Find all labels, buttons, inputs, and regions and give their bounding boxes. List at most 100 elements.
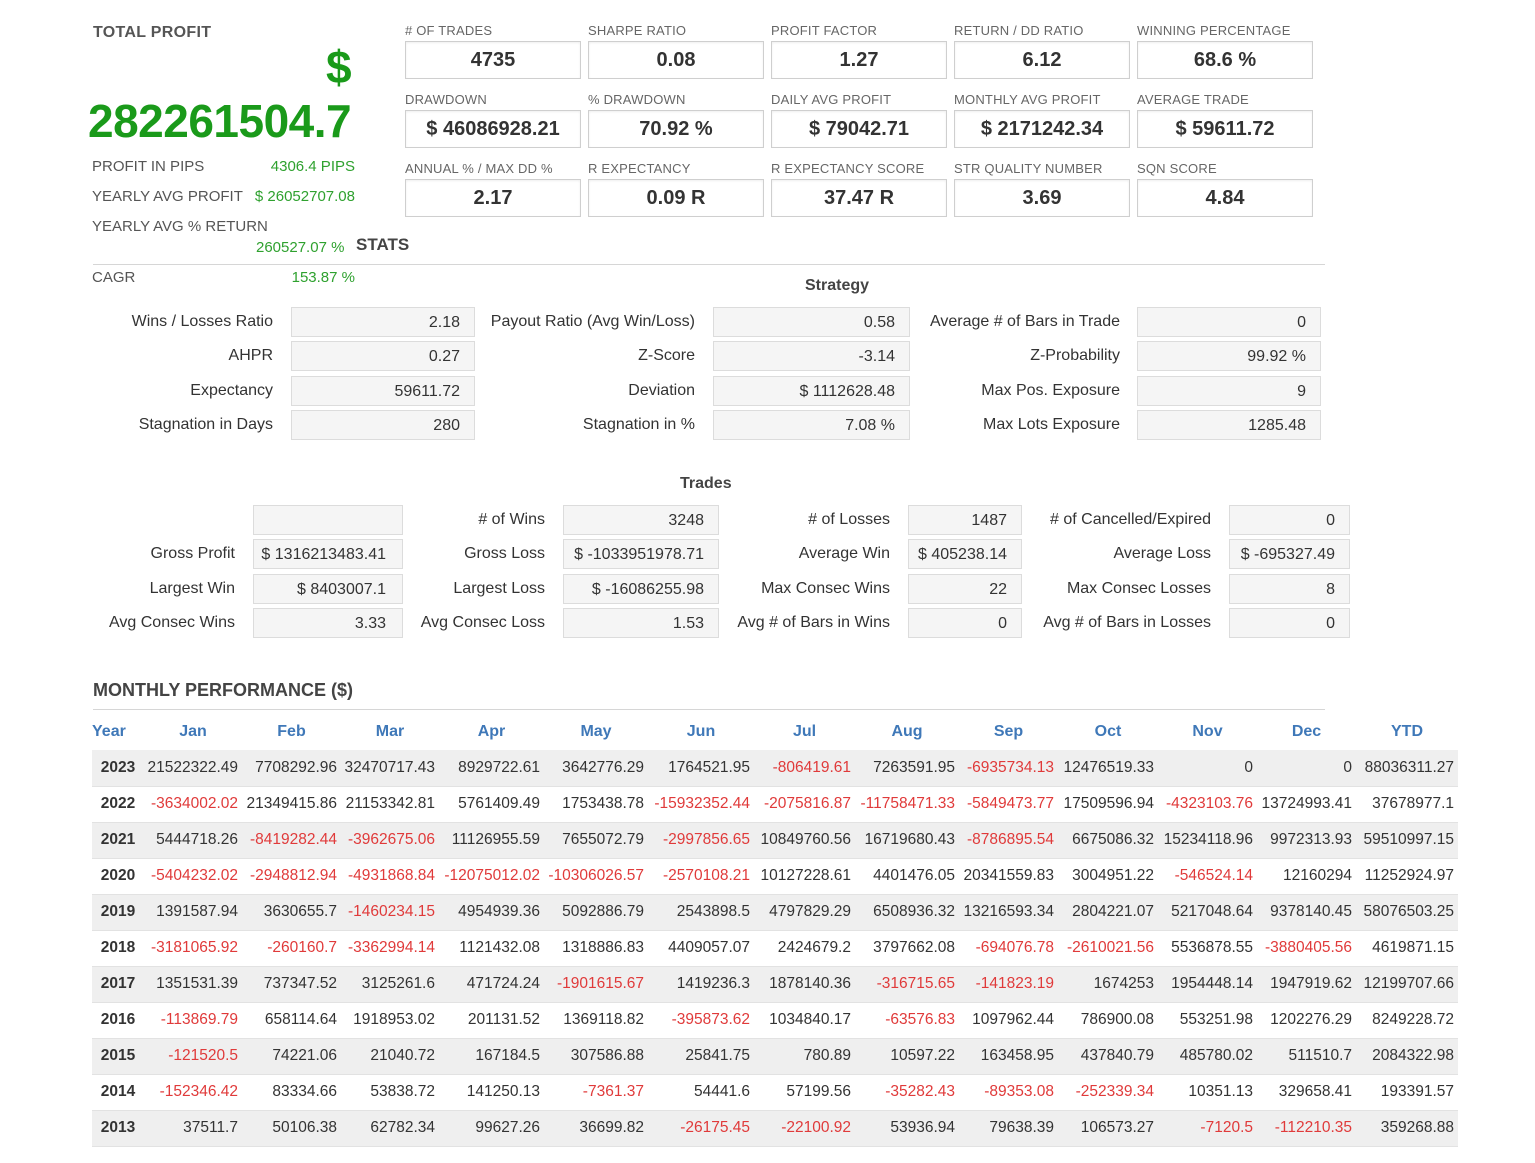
month-cell: 83334.66 bbox=[242, 1074, 341, 1111]
table-row: 2017 1351531.39 737347.52 3125261.6 471724.2… bbox=[92, 966, 1458, 1003]
metric-card: ANNUAL % / MAX DD % 2.17 bbox=[405, 161, 581, 217]
yearly-avg-profit-label: YEARLY AVG PROFIT bbox=[92, 188, 243, 205]
month-cell: 37678977.1 bbox=[1356, 786, 1458, 823]
year-cell: 2018 bbox=[92, 930, 144, 967]
month-cell: 0 bbox=[1257, 750, 1356, 787]
metric-value: $ 2171242.34 bbox=[954, 110, 1130, 148]
month-cell: 10351.13 bbox=[1158, 1074, 1257, 1111]
year-cell: 2016 bbox=[92, 1002, 144, 1039]
month-cell: 1753438.78 bbox=[544, 786, 648, 823]
metric-value: $ 59611.72 bbox=[1137, 110, 1313, 148]
month-cell: -7120.5 bbox=[1158, 1110, 1257, 1147]
trades-label: Avg Consec Wins bbox=[109, 614, 235, 631]
table-row: 2022 -3634002.02 21349415.86 21153342.81 576… bbox=[92, 786, 1458, 823]
month-cell: 1947919.62 bbox=[1257, 966, 1356, 1003]
strategy-label: Max Pos. Exposure bbox=[981, 382, 1120, 399]
month-cell: 10127228.61 bbox=[754, 858, 855, 895]
metric-label: DRAWDOWN bbox=[405, 92, 487, 107]
metric-label: R EXPECTANCY SCORE bbox=[771, 161, 925, 176]
table-row: 2023 21522322.49 7708292.96 32470717.43 8929… bbox=[92, 750, 1458, 787]
month-cell: -63576.83 bbox=[855, 1002, 959, 1039]
month-cell: 1121432.08 bbox=[439, 930, 544, 967]
metric-label: # OF TRADES bbox=[405, 23, 493, 38]
metric-card: SQN SCORE 4.84 bbox=[1137, 161, 1313, 217]
month-cell: 7263591.95 bbox=[855, 750, 959, 787]
month-cell: 15234118.96 bbox=[1158, 822, 1257, 859]
month-cell: -121520.5 bbox=[144, 1038, 242, 1075]
metric-label: % DRAWDOWN bbox=[588, 92, 686, 107]
metric-value: 0.09 R bbox=[588, 179, 764, 217]
metric-value: 6.12 bbox=[954, 41, 1130, 79]
month-cell: 21153342.81 bbox=[341, 786, 439, 823]
month-cell: 437840.79 bbox=[1058, 1038, 1158, 1075]
month-cell: 6508936.32 bbox=[855, 894, 959, 931]
month-cell: -2610021.56 bbox=[1058, 930, 1158, 967]
month-cell: -141823.19 bbox=[959, 966, 1058, 1003]
month-cell: 1954448.14 bbox=[1158, 966, 1257, 1003]
year-cell: 2022 bbox=[92, 786, 144, 823]
month-cell: 17509596.94 bbox=[1058, 786, 1158, 823]
month-cell: 54441.6 bbox=[648, 1074, 754, 1111]
month-cell: -252339.34 bbox=[1058, 1074, 1158, 1111]
month-cell: 12160294 bbox=[1257, 858, 1356, 895]
stats-heading: STATS bbox=[356, 235, 410, 254]
month-cell: -35282.43 bbox=[855, 1074, 959, 1111]
trades-value: 1.53 bbox=[563, 608, 719, 638]
month-cell: 471724.24 bbox=[439, 966, 544, 1003]
month-cell: 4619871.15 bbox=[1356, 930, 1458, 967]
cagr-value: 153.87 % bbox=[291, 269, 355, 286]
year-cell: 2013 bbox=[92, 1110, 144, 1147]
strategy-value: $ 1112628.48 bbox=[713, 376, 910, 406]
month-cell: 1391587.94 bbox=[144, 894, 242, 931]
column-header: Year bbox=[92, 723, 126, 740]
month-cell: 10849760.56 bbox=[754, 822, 855, 859]
month-cell: -112210.35 bbox=[1257, 1110, 1356, 1147]
month-cell: -10306026.57 bbox=[544, 858, 648, 895]
strategy-label: Payout Ratio (Avg Win/Loss) bbox=[490, 313, 695, 330]
month-cell: 8249228.72 bbox=[1356, 1002, 1458, 1039]
month-cell: 5536878.55 bbox=[1158, 930, 1257, 967]
month-cell: -26175.45 bbox=[648, 1110, 754, 1147]
month-cell: -2570108.21 bbox=[648, 858, 754, 895]
month-cell: 3630655.7 bbox=[242, 894, 341, 931]
month-cell: -4931868.84 bbox=[341, 858, 439, 895]
metric-value: 2.17 bbox=[405, 179, 581, 217]
month-cell: -546524.14 bbox=[1158, 858, 1257, 895]
year-cell: 2023 bbox=[92, 750, 144, 787]
month-cell: -11758471.33 bbox=[855, 786, 959, 823]
month-cell: 141250.13 bbox=[439, 1074, 544, 1111]
month-cell: 307586.88 bbox=[544, 1038, 648, 1075]
strategy-label: Expectancy bbox=[190, 382, 273, 399]
strategy-value: 9 bbox=[1137, 376, 1321, 406]
trades-label: Largest Loss bbox=[453, 580, 545, 597]
month-cell: 3004951.22 bbox=[1058, 858, 1158, 895]
monthly-performance-table: Year Jan Feb Mar Apr May Jun Jul Aug Sep Oct Nov Dec… bbox=[92, 714, 1458, 1147]
strategy-label: Average # of Bars in Trade bbox=[929, 313, 1120, 330]
month-cell: -5849473.77 bbox=[959, 786, 1058, 823]
month-cell: -15932352.44 bbox=[648, 786, 754, 823]
metric-card: SHARPE RATIO 0.08 bbox=[588, 23, 764, 79]
trades-label: # of Wins bbox=[478, 511, 545, 528]
month-cell: 1318886.83 bbox=[544, 930, 648, 967]
column-header: Jul bbox=[792, 723, 817, 740]
trades-value: $ -1033951978.71 bbox=[563, 539, 719, 569]
metric-value: 1.27 bbox=[771, 41, 947, 79]
month-cell: 25841.75 bbox=[648, 1038, 754, 1075]
trades-value: 0 bbox=[1229, 608, 1350, 638]
month-cell: 2424679.2 bbox=[754, 930, 855, 967]
trades-value: 3248 bbox=[563, 505, 719, 535]
strategy-label: Stagnation in % bbox=[582, 416, 695, 433]
month-cell: 7708292.96 bbox=[242, 750, 341, 787]
month-cell: 2084322.98 bbox=[1356, 1038, 1458, 1075]
month-cell: 329658.41 bbox=[1257, 1074, 1356, 1111]
trades-label: Max Consec Losses bbox=[1066, 580, 1211, 597]
currency-symbol: $ bbox=[326, 41, 352, 93]
month-cell: 3797662.08 bbox=[855, 930, 959, 967]
table-row: 2019 1391587.94 3630655.7 -1460234.15 495493… bbox=[92, 894, 1458, 931]
metric-label: R EXPECTANCY bbox=[588, 161, 691, 176]
trades-value: 1487 bbox=[908, 505, 1022, 535]
strategy-label: Z-Probability bbox=[1030, 347, 1120, 364]
month-cell: 780.89 bbox=[754, 1038, 855, 1075]
month-cell: -89353.08 bbox=[959, 1074, 1058, 1111]
metric-label: AVERAGE TRADE bbox=[1137, 92, 1249, 107]
